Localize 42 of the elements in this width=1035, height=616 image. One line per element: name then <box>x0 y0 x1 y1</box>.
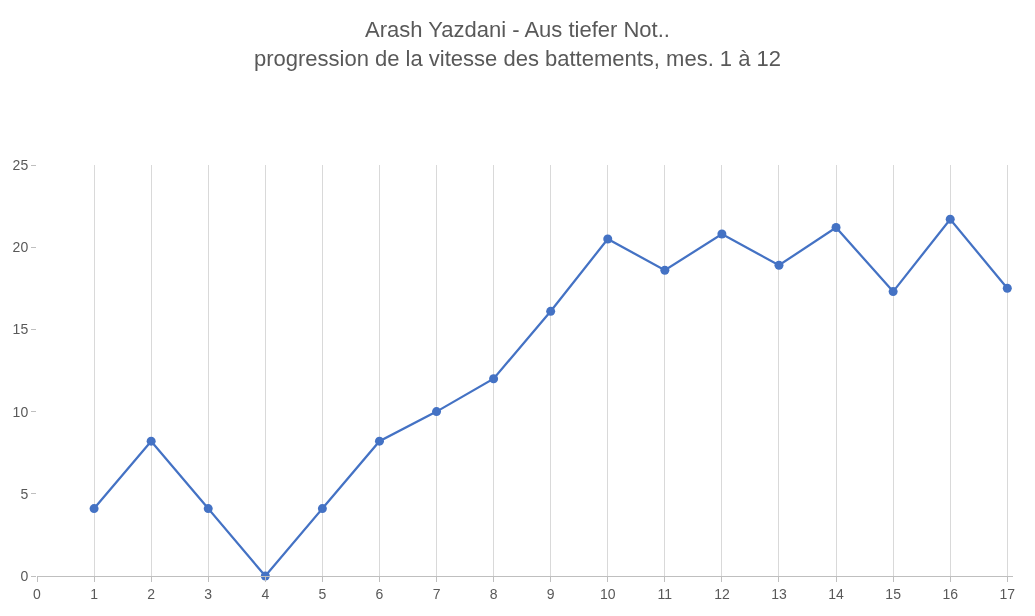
point <box>489 374 499 384</box>
point <box>603 234 613 244</box>
y-tick-label: 25 <box>12 156 29 173</box>
y-tick-label: 0 <box>20 567 29 584</box>
chart-title: Arash Yazdani - Aus tiefer Not.. <box>365 16 670 42</box>
point <box>774 260 784 270</box>
point <box>888 287 898 297</box>
x-tick-label: 1 <box>90 585 99 602</box>
point <box>432 407 442 417</box>
point <box>89 504 99 514</box>
chart-subtitle: progression de la vitesse des battements, mes. 1 à 12 <box>253 45 782 71</box>
x-tick-label: 10 <box>599 585 616 602</box>
x-tick-label: 0 <box>33 585 42 602</box>
x-tick-label: 2 <box>147 585 156 602</box>
point <box>660 265 670 275</box>
y-tick-label: 10 <box>12 403 29 420</box>
x-tick-label: 7 <box>432 585 441 602</box>
point <box>146 436 156 446</box>
point <box>1002 283 1012 293</box>
point <box>546 306 556 316</box>
point <box>831 222 841 232</box>
x-tick-label: 14 <box>828 585 845 602</box>
y-tick-label: 20 <box>12 239 29 256</box>
x-tick-label: 6 <box>375 585 384 602</box>
point <box>374 436 384 446</box>
point <box>717 229 727 239</box>
x-tick-label: 16 <box>942 585 959 602</box>
x-tick-label: 17 <box>999 585 1016 602</box>
x-tick-label: 9 <box>546 585 555 602</box>
x-tick-label: 4 <box>261 585 270 602</box>
x-tick-label: 13 <box>771 585 787 602</box>
point <box>945 214 955 224</box>
point <box>317 504 327 514</box>
x-tick-label: 3 <box>204 585 213 602</box>
x-tick-label: 12 <box>714 585 730 602</box>
point <box>203 504 213 514</box>
x-tick-label: 15 <box>885 585 902 602</box>
y-tick-label: 15 <box>12 321 29 338</box>
x-tick-label: 5 <box>318 585 327 602</box>
y-tick-label: 5 <box>20 485 29 502</box>
x-tick-label: 11 <box>657 585 673 602</box>
x-tick-label: 8 <box>489 585 498 602</box>
